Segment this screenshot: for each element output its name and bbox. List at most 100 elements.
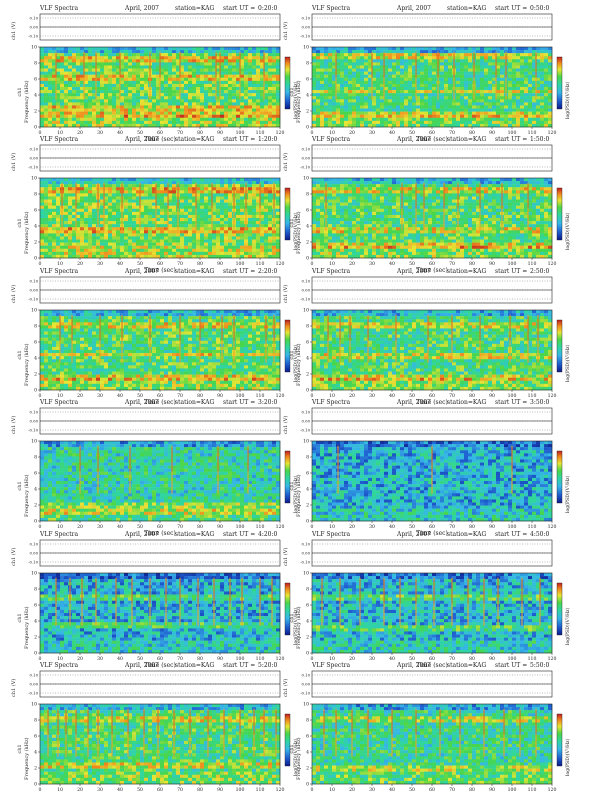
spectrogram-cell bbox=[260, 62, 265, 66]
spectrogram-cell bbox=[316, 114, 321, 118]
spectrogram-cell bbox=[380, 74, 385, 78]
spectrogram-cell bbox=[212, 108, 217, 112]
spectrogram-cell bbox=[116, 239, 121, 243]
spectrogram-cell bbox=[276, 218, 281, 222]
spectrogram-cell bbox=[424, 111, 429, 115]
spectrogram-cell bbox=[344, 74, 349, 78]
spectrogram-cell bbox=[180, 71, 185, 75]
spectrogram-cell bbox=[116, 248, 121, 253]
spectrogram-cell bbox=[152, 178, 157, 182]
spectrogram-cell bbox=[420, 65, 425, 69]
spectrogram-cell bbox=[316, 80, 321, 85]
spectrogram-cell bbox=[200, 233, 205, 237]
spectrogram-cell bbox=[356, 111, 361, 115]
spectrogram-cell bbox=[244, 236, 249, 240]
spectrogram-cell bbox=[172, 221, 177, 225]
spectrogram-cell bbox=[340, 87, 345, 91]
spectrogram-cell bbox=[64, 224, 69, 228]
spectrogram-cell bbox=[472, 108, 477, 112]
spectrogram-cell bbox=[208, 62, 213, 66]
spectrogram-cell bbox=[72, 236, 77, 240]
spectrogram-cell bbox=[88, 123, 93, 128]
spectrogram-cell bbox=[124, 218, 129, 222]
spectrogram-cell bbox=[244, 120, 249, 125]
spectrogram-cell bbox=[40, 178, 45, 182]
spectrogram-cell bbox=[100, 53, 105, 57]
spectrogram-cell bbox=[156, 117, 161, 122]
spectrogram-cell bbox=[500, 59, 505, 63]
spectrogram-cell bbox=[236, 120, 241, 125]
spectrogram-cell bbox=[500, 96, 505, 100]
spectrogram-cell bbox=[264, 251, 269, 256]
spectrogram-cell bbox=[256, 248, 261, 253]
spectrogram-cell bbox=[184, 117, 189, 122]
burst-core bbox=[215, 53, 217, 78]
spectrogram-panel-right-row1: VLF Spectra April, 2007 station=KAG start U… bbox=[282, 5, 571, 143]
spectrogram-cell bbox=[396, 123, 401, 128]
spectrogram-cell bbox=[232, 71, 237, 75]
spectrogram-cell bbox=[224, 205, 229, 209]
spectrogram-cell bbox=[204, 230, 209, 234]
spectrogram-cell bbox=[76, 230, 81, 234]
spectrogram-cell bbox=[352, 93, 357, 97]
spectrogram-cell bbox=[56, 214, 61, 219]
spectrogram-cell bbox=[180, 123, 185, 128]
spectrogram-cell bbox=[192, 236, 197, 240]
spectrogram-cell bbox=[88, 71, 93, 75]
spectrogram-cell bbox=[536, 68, 541, 72]
x-tick-label: 90 bbox=[217, 130, 223, 136]
spectrogram-cell bbox=[152, 254, 157, 259]
spectrogram-cell bbox=[44, 233, 49, 237]
spectrogram-cell bbox=[52, 93, 57, 97]
spectrogram-cell bbox=[488, 68, 493, 72]
spectrogram-cell bbox=[196, 187, 201, 191]
spectrogram-cell bbox=[456, 120, 461, 125]
spectrogram-cell bbox=[144, 224, 149, 228]
spectrogram-cell bbox=[268, 120, 273, 125]
spectrogram-cell bbox=[232, 102, 237, 106]
spectrogram-cell bbox=[116, 56, 121, 60]
spectrogram-cell bbox=[492, 117, 497, 122]
spectrogram-cell bbox=[336, 53, 341, 57]
spectrogram-cell bbox=[412, 96, 417, 100]
spectrogram-cell bbox=[540, 114, 545, 118]
spectrogram-cell bbox=[548, 105, 553, 109]
spectrogram-cell bbox=[220, 205, 225, 209]
spectrogram-cell bbox=[76, 99, 81, 103]
spectrogram-cell bbox=[168, 71, 173, 75]
spectrogram-cell bbox=[184, 190, 189, 194]
spectrogram-cell bbox=[48, 74, 53, 78]
spectrogram-cell bbox=[64, 96, 69, 100]
spectrogram-cell bbox=[364, 83, 369, 88]
spectrogram-cell bbox=[44, 111, 49, 115]
spectrogram-cell bbox=[100, 233, 105, 237]
spectrogram-cell bbox=[60, 114, 65, 118]
spectrogram-cell bbox=[104, 242, 109, 246]
spectrogram-cell bbox=[192, 211, 197, 216]
spectrogram-cell bbox=[152, 221, 157, 225]
spectrogram-cell bbox=[100, 187, 105, 191]
spectrogram-cell bbox=[320, 96, 325, 100]
spectrogram-cell bbox=[172, 74, 177, 78]
spectrogram-cell bbox=[52, 239, 57, 243]
spectrogram-cell bbox=[268, 108, 273, 112]
spectrogram-cell bbox=[172, 190, 177, 194]
spectrogram-cell bbox=[496, 108, 501, 112]
spectrogram-cell bbox=[136, 111, 141, 115]
spectrogram-cell bbox=[96, 68, 101, 72]
spectrogram-cell bbox=[376, 111, 381, 115]
spectrogram-cell bbox=[256, 123, 261, 128]
spectrogram-cell bbox=[68, 102, 73, 106]
spectrogram-cell bbox=[84, 56, 89, 60]
spectrogram-cell bbox=[220, 251, 225, 256]
spectrogram-cell bbox=[512, 68, 517, 72]
spectrogram-cell bbox=[276, 193, 281, 197]
spectrogram-cell bbox=[144, 117, 149, 122]
spectrogram-cell bbox=[96, 56, 101, 60]
spectrogram-cell bbox=[384, 74, 389, 78]
spectrogram-cell bbox=[336, 71, 341, 75]
spectrogram-cell bbox=[100, 211, 105, 216]
spectrogram-cell bbox=[224, 93, 229, 97]
spectrogram-cell bbox=[540, 50, 545, 54]
spectrogram-cell bbox=[112, 105, 117, 109]
